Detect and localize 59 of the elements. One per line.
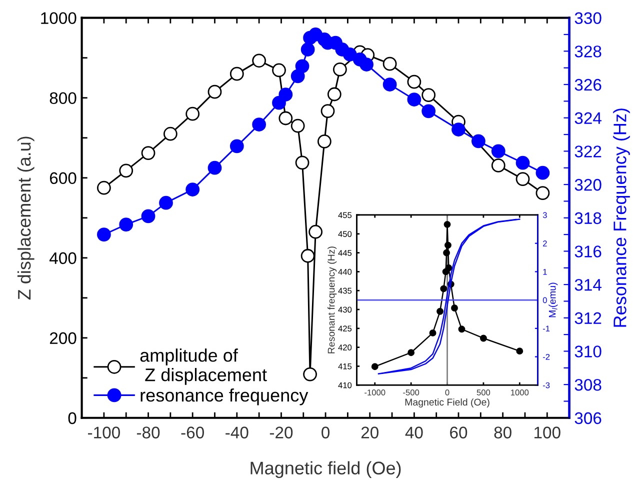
y2-tick-label: -2 [542, 354, 550, 360]
y2-tick-label: 306 [574, 412, 602, 424]
y2-tick-label: 1 [543, 268, 547, 275]
y2-axis-title: Resonance Frequency (Hz) [613, 108, 630, 327]
y-tick-label: 450 [338, 231, 352, 237]
y-tick-label: 800 [50, 92, 76, 104]
y2-tick-label: -1 [542, 326, 550, 332]
y2-tick-label: 320 [574, 178, 602, 191]
y2-tick-label: 314 [574, 278, 602, 291]
y2-tick-label: 312 [574, 312, 602, 324]
y2-tick-label: 324 [574, 112, 602, 124]
y2-tick-label: 308 [574, 378, 602, 391]
y-tick-label: 430 [338, 306, 352, 313]
y2-tick-label: 2 [543, 240, 547, 246]
x-tick-label: -1000 [364, 390, 386, 396]
x-tick-label: 100 [534, 426, 560, 438]
y-tick-label: 0 [68, 412, 76, 424]
x-tick-label: -40 [226, 426, 248, 438]
y-tick-label: 435 [338, 288, 352, 294]
y-tick-label: 440 [338, 268, 352, 275]
y2-tick-label: -3 [542, 382, 550, 388]
y2-tick-label: 316 [574, 246, 602, 258]
x-tick-label: 0 [322, 426, 330, 438]
x-tick-label: 60 [450, 426, 468, 438]
y-tick-label: 425 [338, 326, 352, 332]
y-tick-label: 455 [338, 212, 352, 218]
y-tick-label: 1000 [41, 12, 76, 24]
legend-label: resonance frequency [140, 388, 308, 406]
x-tick-label: -500 [403, 390, 420, 396]
x-tick-label: 40 [405, 426, 423, 438]
x-tick-label: -80 [136, 426, 160, 438]
y2-tick-label: 326 [574, 78, 602, 91]
y-axis-title: Z displacement (a.u) [17, 136, 34, 300]
x-tick-label: -60 [181, 426, 204, 438]
x-axis-title: Magnetic Field (Oe) [405, 398, 490, 408]
x-tick-label: 500 [476, 390, 490, 396]
y-tick-label: 415 [338, 364, 352, 370]
x-axis-title: Magnetic field (Oe) [250, 461, 401, 478]
y-tick-label: 410 [338, 382, 352, 388]
y2-tick-label: 322 [574, 146, 602, 158]
y2-tick-label: 3 [542, 212, 547, 218]
y2-tick-label: 330 [574, 12, 602, 24]
y2-tick-label: 310 [574, 346, 602, 358]
y-axis-title: Resonant frequency (Hz) [328, 246, 337, 354]
y-tick-label: 200 [50, 332, 76, 344]
y-tick-label: 445 [338, 250, 352, 256]
x-tick-label: 1000 [511, 390, 529, 396]
y-tick-label: 400 [50, 252, 76, 264]
y-tick-label: 420 [338, 344, 352, 350]
x-tick-label: 20 [361, 426, 378, 438]
y2-tick-label: 0 [542, 297, 547, 304]
x-tick-label: 0 [445, 390, 450, 396]
y2-tick-label: 328 [574, 46, 602, 58]
x-tick-label: -20 [270, 426, 293, 438]
y2-tick-label: 318 [574, 212, 602, 224]
x-tick-label: 80 [494, 426, 512, 438]
y2-axis-title: M$_{l}$(emu) [548, 282, 558, 318]
y-tick-label: 600 [50, 172, 76, 184]
x-tick-label: -100 [88, 426, 120, 438]
